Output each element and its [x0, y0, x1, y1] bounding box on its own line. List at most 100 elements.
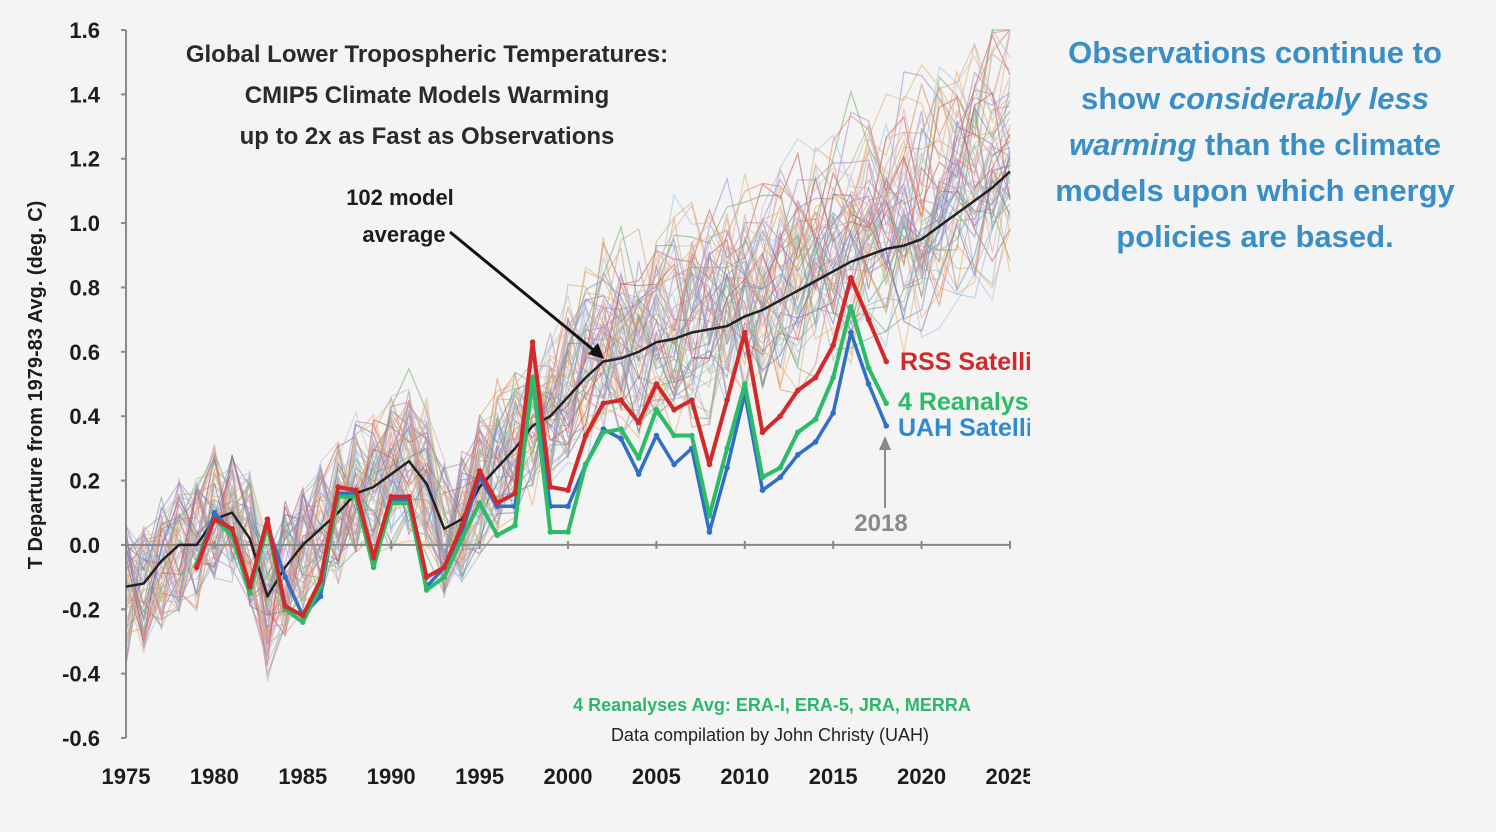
x-tick-label: 1995 — [455, 764, 504, 789]
rss-satellite-point — [759, 429, 766, 436]
reanalyses-line — [194, 304, 888, 625]
x-tick-label: 1990 — [367, 764, 416, 789]
x-tick-label: 2010 — [720, 764, 769, 789]
rss-satellite-point — [724, 397, 730, 403]
reanalyses-point — [812, 416, 819, 423]
y-tick-label: 0.2 — [69, 469, 100, 494]
reanalyses-point — [512, 522, 518, 529]
rss-satellite-point — [706, 461, 713, 468]
reanalyses-point — [423, 587, 430, 593]
chart: 1975 1980 1985 1990 1995 2000 2005 2010 2015 2020… — [25, 18, 1030, 789]
model-run-line — [125, 29, 1011, 677]
x-tick-label: 1980 — [190, 764, 239, 789]
rss-satellite-point — [671, 406, 677, 413]
model-run-line — [125, 109, 1011, 613]
reanalyses-point — [706, 513, 713, 519]
reanalyses-point — [476, 500, 483, 506]
reanalyses-point — [830, 374, 836, 381]
x-tick-label: 1985 — [278, 764, 327, 789]
chart-title-line-3: up to 2x as Fast as Observations — [240, 123, 615, 150]
rss-satellite-point — [264, 516, 271, 522]
rss-satellite-point — [600, 400, 607, 407]
model-run-line — [125, 167, 1011, 629]
rss-satellite-line — [194, 275, 889, 618]
y-tick-label: 0.6 — [69, 340, 100, 365]
rss-satellite-point — [653, 381, 660, 387]
uah-satellite-point — [565, 503, 571, 510]
uah-satellite-point — [653, 432, 660, 439]
rss-satellite-point — [742, 329, 748, 336]
reanalyses-point — [582, 461, 589, 468]
reanalyses-point — [795, 429, 801, 436]
rss-satellite-point — [582, 432, 589, 439]
y-tick-label: 1.0 — [69, 211, 100, 236]
reanalyses-point — [653, 406, 660, 413]
uah-satellite-point — [865, 381, 872, 387]
observation-series-group — [125, 170, 1011, 625]
rss-satellite-point — [777, 413, 783, 419]
rss-satellite-point — [423, 574, 430, 580]
rss-satellite-point — [865, 316, 872, 323]
reanalyses-point — [300, 619, 306, 625]
reanalyses-point — [848, 303, 854, 310]
reanalyses-point — [724, 445, 730, 452]
uah-satellite-label: UAH Satellite — [898, 414, 1030, 442]
rss-satellite-point — [512, 490, 518, 497]
reanalyses-point — [618, 426, 624, 432]
model-run-line — [125, 208, 1011, 654]
rss-satellite-point — [830, 342, 836, 349]
rss-satellite-point — [795, 387, 801, 394]
uah-satellite-point — [759, 487, 766, 494]
model-run-line — [125, 44, 1011, 653]
uah-satellite-point — [317, 593, 324, 600]
data-compilation-credit: Data compilation by John Christy (UAH) — [611, 725, 929, 745]
reanalyses-point — [529, 374, 536, 381]
rss-satellite-point — [635, 419, 642, 426]
chart-title-line-2: CMIP5 Climate Models Warming — [245, 82, 610, 109]
side-note-part-2: than the climate models upon which energ… — [1055, 127, 1455, 254]
rss-satellite-point — [229, 526, 235, 532]
rss-satellite-point — [388, 493, 395, 500]
y-tick-label: 1.2 — [69, 147, 100, 172]
reanalyses-point — [565, 529, 571, 535]
reanalyses-point — [246, 590, 253, 596]
y-tick-label: 0.0 — [69, 533, 100, 558]
reanalyses-point — [759, 474, 766, 481]
y-axis-label: T Departure from 1979-83 Avg. (deg. C) — [25, 201, 47, 570]
year-2018-label: 2018 — [854, 510, 907, 537]
x-tick-label: 2000 — [544, 764, 593, 789]
uah-satellite-point — [724, 464, 730, 471]
rss-satellite-point — [441, 564, 448, 571]
uah-satellite-point — [777, 474, 783, 481]
y-tick-label: 1.4 — [69, 82, 100, 107]
model-average-annotation-line-1: 102 model — [346, 185, 454, 210]
y-tick-label: -0.4 — [62, 662, 101, 687]
rss-satellite-point — [565, 487, 571, 494]
reanalyses-point — [865, 365, 872, 371]
reanalyses-point — [494, 532, 501, 539]
uah-satellite-point — [848, 329, 854, 336]
reanalyses-point — [459, 535, 465, 542]
model-average-line — [125, 170, 1011, 598]
rss-satellite-point — [211, 516, 218, 522]
rss-satellite-point — [529, 339, 536, 345]
rss-satellite-point — [370, 554, 377, 561]
side-note: Observations continue to show considerab… — [1030, 30, 1480, 260]
reanalyses-point — [688, 432, 695, 439]
rss-satellite-point — [193, 564, 200, 571]
reanalyses-point — [671, 432, 677, 439]
uah-satellite-point — [635, 471, 642, 477]
rss-satellite-point — [476, 468, 483, 474]
x-tick-label: 2015 — [809, 764, 858, 789]
uah-satellite-point — [830, 410, 836, 416]
y-tick-label: -0.2 — [62, 597, 100, 622]
uah-satellite-point — [883, 423, 890, 429]
model-run-line — [125, 157, 1011, 614]
chart-title-line-1: Global Lower Tropospheric Temperatures: — [186, 41, 668, 68]
x-tick-label: 2005 — [632, 764, 681, 789]
x-tick-label: 2020 — [897, 764, 946, 789]
reanalyses-point — [635, 455, 642, 461]
rss-satellite-point — [494, 500, 501, 506]
reanalyses-point — [441, 574, 448, 580]
uah-satellite-point — [211, 509, 218, 516]
